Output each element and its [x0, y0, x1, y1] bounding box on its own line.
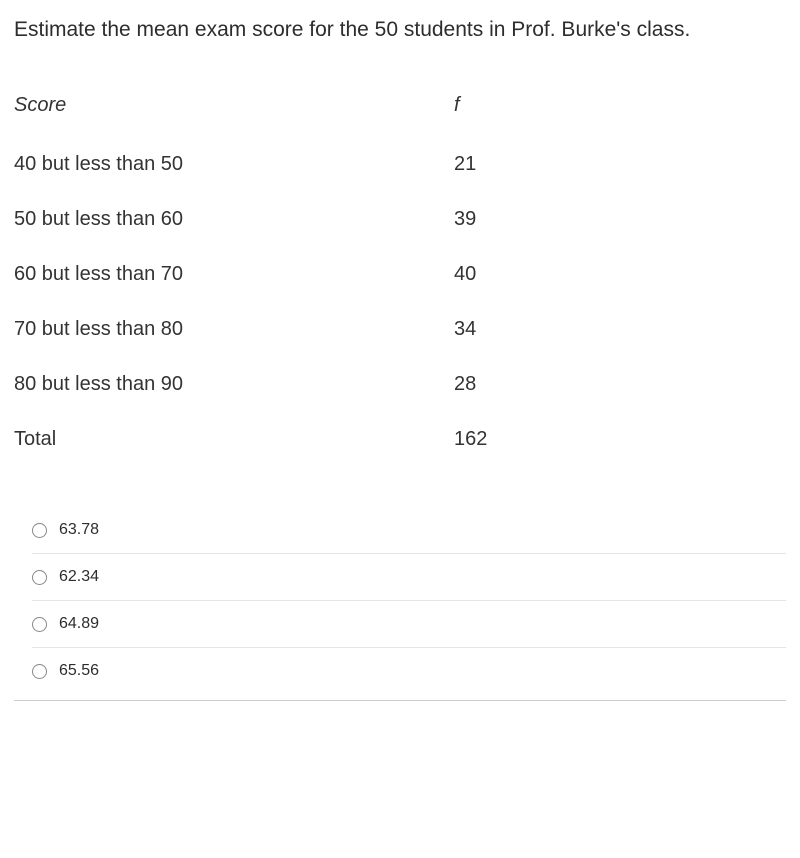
- answer-options: 63.78 62.34 64.89 65.56: [14, 507, 786, 694]
- option-label: 63.78: [59, 521, 99, 539]
- score-cell: 40 but less than 50: [14, 153, 454, 176]
- option-row[interactable]: 63.78: [32, 507, 786, 554]
- table-row: 60 but less than 70 40: [14, 247, 786, 302]
- divider: [14, 700, 786, 701]
- frequency-table: Score f 40 but less than 50 21 50 but le…: [14, 78, 786, 467]
- freq-cell: 39: [454, 208, 476, 231]
- option-label: 64.89: [59, 615, 99, 633]
- score-cell: 70 but less than 80: [14, 318, 454, 341]
- table-row: 50 but less than 60 39: [14, 192, 786, 247]
- option-row[interactable]: 62.34: [32, 554, 786, 601]
- score-cell: 60 but less than 70: [14, 263, 454, 286]
- freq-cell: 21: [454, 153, 476, 176]
- radio-icon[interactable]: [32, 664, 47, 679]
- radio-icon[interactable]: [32, 617, 47, 632]
- option-row[interactable]: 64.89: [32, 601, 786, 648]
- option-row[interactable]: 65.56: [32, 648, 786, 694]
- score-cell: 80 but less than 90: [14, 373, 454, 396]
- freq-cell: 34: [454, 318, 476, 341]
- header-frequency: f: [454, 94, 460, 117]
- radio-icon[interactable]: [32, 570, 47, 585]
- header-score: Score: [14, 94, 454, 117]
- question-text: Estimate the mean exam score for the 50 …: [14, 18, 786, 42]
- option-label: 65.56: [59, 662, 99, 680]
- option-label: 62.34: [59, 568, 99, 586]
- total-value: 162: [454, 428, 487, 451]
- score-cell: 50 but less than 60: [14, 208, 454, 231]
- table-row: 70 but less than 80 34: [14, 302, 786, 357]
- freq-cell: 40: [454, 263, 476, 286]
- table-header-row: Score f: [14, 78, 786, 137]
- table-row: 80 but less than 90 28: [14, 357, 786, 412]
- freq-cell: 28: [454, 373, 476, 396]
- total-label: Total: [14, 428, 454, 451]
- radio-icon[interactable]: [32, 523, 47, 538]
- table-total-row: Total 162: [14, 412, 786, 467]
- table-row: 40 but less than 50 21: [14, 137, 786, 192]
